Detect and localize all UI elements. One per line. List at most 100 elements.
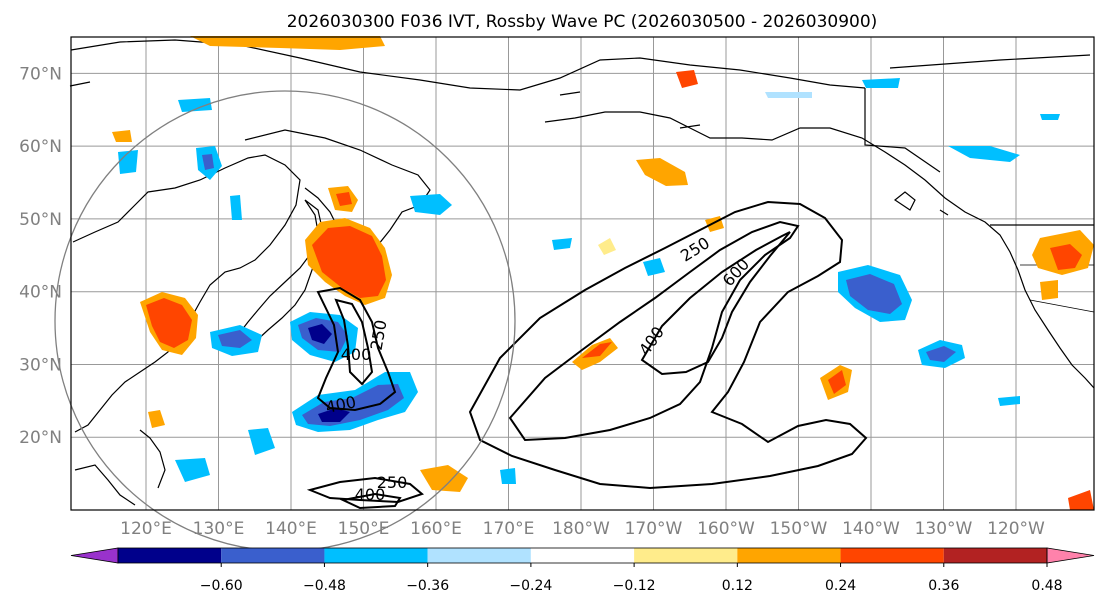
colorbar: −0.60 −0.48 −0.36 −0.24 −0.12 0.12 0.24 0.36 0.4…: [70, 547, 1095, 594]
anomaly-neg-arctic: [862, 78, 900, 88]
colorbar-swatch: [840, 548, 944, 563]
anomaly-neg-north: [178, 98, 212, 112]
asia-coast: [72, 154, 301, 433]
anomaly-neg-gulf: [948, 146, 1020, 162]
anomaly-neg-light-1: [765, 92, 812, 98]
contour-600-japan: [334, 298, 374, 386]
contour-label-8: 250: [377, 473, 408, 492]
colorbar-swatch: [118, 548, 222, 563]
colorbar-tick-label: 0.12: [722, 578, 753, 594]
contour-400-south: [339, 492, 402, 510]
lat-label: 40°N: [19, 283, 62, 303]
anomaly-china-inner: [146, 298, 192, 348]
contour-250-south: [306, 476, 425, 504]
colorbar-tick-label: 0.36: [928, 578, 959, 594]
colorbar-swatch: [737, 548, 841, 563]
anomaly-us-west-inner: [1050, 244, 1082, 270]
canada-border: [864, 88, 941, 173]
lat-label: 60°N: [19, 137, 62, 157]
lon-label: 120°E: [120, 519, 172, 539]
map-title: 2026030300 F036 IVT, Rossby Wave PC (202…: [287, 12, 878, 32]
contour-label-7: 400: [355, 485, 386, 504]
colorbar-swatch: [324, 548, 428, 563]
anomaly-neg-tropics-1: [248, 428, 275, 455]
anomaly-neg-small-6: [998, 396, 1020, 406]
anomaly-neg-small-1: [118, 150, 138, 174]
colorbar-tick-label: 0.24: [825, 578, 856, 594]
map-frame: [70, 36, 1095, 511]
lon-label: 180°W: [552, 519, 610, 539]
contour-600-main: [640, 231, 791, 376]
alaska-coast: [544, 111, 1095, 389]
anomaly-neg-small-7: [1040, 114, 1060, 120]
philippines-coast: [139, 429, 166, 489]
anomaly-siberia: [112, 130, 132, 142]
anomaly-yellow-1: [598, 238, 616, 255]
latitude-labels: 70°N 60°N 50°N 40°N 30°N 20°N: [19, 64, 62, 448]
colorbar-swatch: [530, 548, 635, 563]
colorbar-extend-low: [70, 547, 119, 564]
colorbar-tick-label: −0.48: [303, 578, 346, 594]
anomaly-neg-taiwan-mid: [218, 330, 252, 348]
anomaly-neg-hawaii-mid: [926, 346, 956, 362]
map-background: [71, 37, 1094, 510]
contour-label-4: 400: [341, 345, 372, 364]
anomaly-alaska-north: [676, 70, 698, 88]
anomaly-us-small: [1040, 280, 1058, 300]
lat-label: 70°N: [19, 64, 62, 84]
lon-label: 140°E: [265, 519, 317, 539]
se-asia-coast: [74, 464, 136, 506]
anomaly-southeast: [1068, 490, 1094, 510]
lon-label: 140°W: [842, 519, 900, 539]
colorbar-swatch: [634, 548, 738, 563]
positive-anomalies: [112, 36, 1094, 510]
anomaly-neg-small-4: [552, 238, 572, 250]
anomaly-neg-tropics-2: [175, 458, 210, 482]
anomaly-neg-siberia-mid: [202, 154, 214, 170]
negative-anomalies: [118, 78, 1060, 484]
colorbar-extend-high: [1046, 547, 1095, 564]
coastal-islands: [893, 191, 949, 216]
colorbar-tick-label: −0.24: [509, 578, 552, 594]
lat-label: 20°N: [19, 428, 62, 448]
anomaly-neg-east-pacific-mid: [846, 274, 902, 314]
anomaly-tropics: [420, 465, 468, 492]
colorbar-frame: [117, 547, 1048, 564]
anomaly-arctic: [190, 36, 385, 50]
anomaly-japan-inner: [312, 226, 386, 298]
colorbar-swatch: [943, 548, 1047, 563]
colorbar-tick-label: −0.60: [200, 578, 243, 594]
lon-label: 160°E: [410, 519, 462, 539]
contour-250-main: [468, 200, 868, 490]
anomaly-kamchatka-inner: [336, 192, 352, 206]
contour-400-japan: [316, 286, 397, 412]
colorbar-swatch: [221, 548, 325, 563]
anomaly-neg-subtropics-core: [318, 408, 350, 422]
lon-label: 150°W: [770, 519, 828, 539]
colorbar-tick-label: −0.12: [613, 578, 656, 594]
anomaly-east-pacific-inner: [828, 370, 846, 394]
longitude-labels: 120°E 130°E 140°E 150°E 160°E 170°E 180°W 170°W…: [120, 519, 1045, 539]
anomaly-bering: [636, 158, 688, 186]
lon-label: 170°W: [625, 519, 683, 539]
lon-label: 120°W: [987, 519, 1045, 539]
anomaly-neg-kamchatka: [410, 194, 452, 215]
lon-label: 170°E: [483, 519, 535, 539]
anomaly-small-3: [148, 410, 165, 428]
colorbar-swatch: [427, 548, 531, 563]
anomaly-central-pacific-inner: [582, 342, 612, 358]
colorbar-tick-label: −0.36: [406, 578, 449, 594]
anomaly-neg-japan-south-core: [308, 324, 332, 344]
arctic-islands: [69, 54, 1091, 129]
map-panel: 250 600 400 400 400 250 400 250: [54, 36, 1095, 552]
anomaly-neg-small-5: [500, 468, 516, 484]
lat-label: 30°N: [19, 355, 62, 375]
lon-label: 160°W: [697, 519, 755, 539]
lon-label: 130°E: [193, 519, 245, 539]
anomaly-neg-small-3: [643, 258, 665, 276]
ivt-contours: [306, 200, 868, 510]
lon-label: 130°W: [915, 519, 973, 539]
lon-label: 150°E: [338, 519, 390, 539]
lat-label: 50°N: [19, 210, 62, 230]
